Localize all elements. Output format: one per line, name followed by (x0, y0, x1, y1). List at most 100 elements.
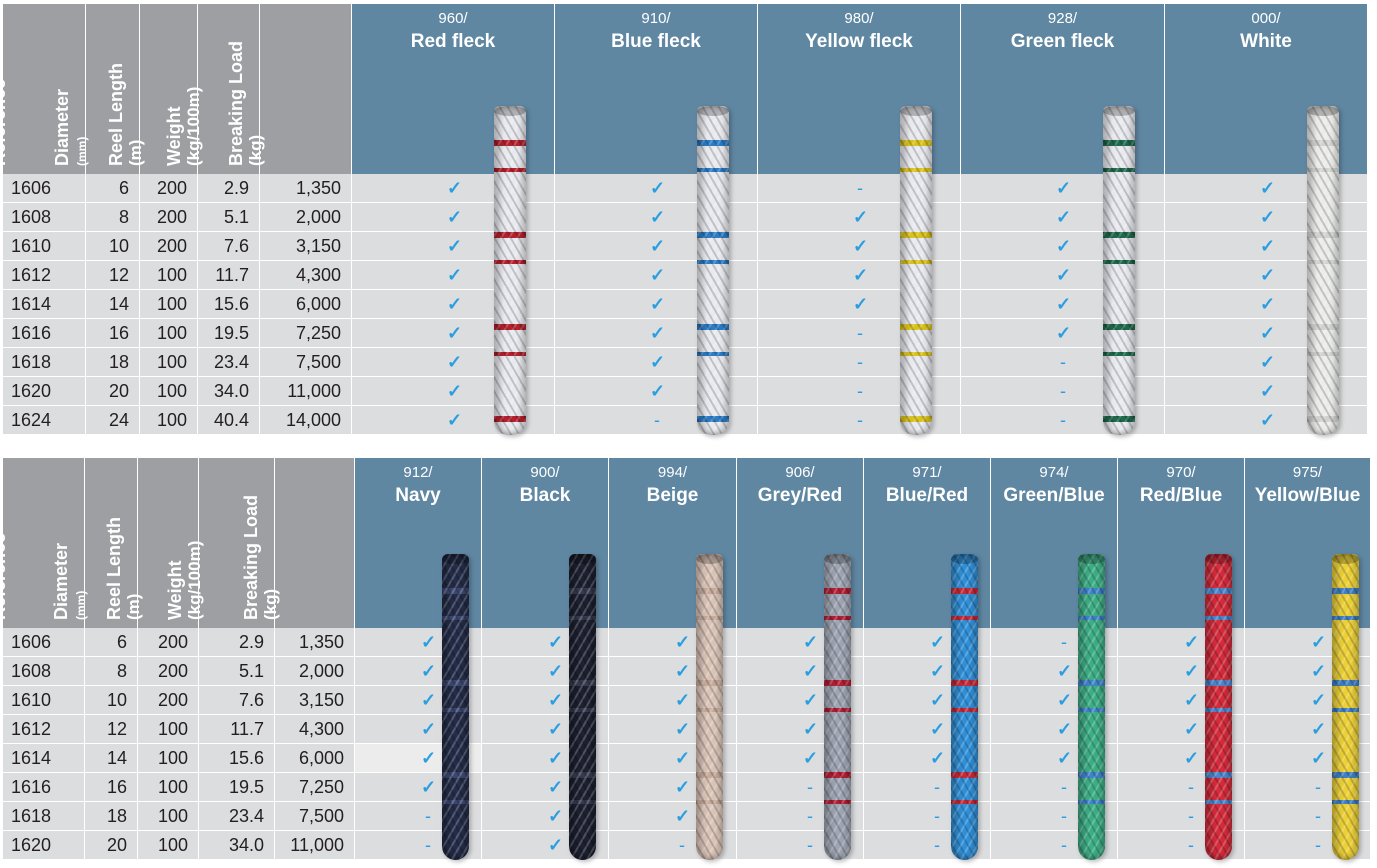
check-icon: ✓ (1184, 748, 1200, 768)
check-icon: ✓ (650, 352, 666, 372)
cell-weight: 5.1 (199, 657, 275, 685)
cell-load: 2,000 (260, 203, 352, 231)
cell-load: 3,150 (275, 686, 355, 714)
cell-diameter: 14 (85, 744, 138, 772)
color-name: White (1240, 31, 1292, 52)
color-code: 970/ (1166, 464, 1196, 481)
cell-ref: 1606 (3, 174, 86, 202)
table-header: Reference Diameter (mm) Reel Length (m) Weigh… (0, 4, 1368, 174)
table-body: 1606 6 200 2.9 1,350 ✓ ✓ - ✓ ✓ 1608 8 200 5.1 2,000 ✓ ✓ ✓… (3, 174, 1368, 435)
check-icon: ✓ (675, 719, 691, 739)
cell-diameter: 8 (85, 657, 138, 685)
header-reel-length: Reel Length (m) (104, 458, 199, 628)
cell-diameter: 6 (86, 174, 140, 202)
check-icon: ✓ (1311, 661, 1327, 681)
unavailable-dash: - (934, 777, 940, 797)
header-weight-unit: (kg/100m) (184, 86, 203, 166)
cell-reel: 100 (138, 744, 199, 772)
cell-ref: 1616 (3, 773, 85, 801)
header-reel-length-text: Reel Length (106, 62, 126, 166)
header-reference-label: Reference (0, 533, 9, 620)
cell-weight: 7.6 (198, 232, 260, 260)
header-reel-length-unit: (m) (124, 593, 143, 620)
check-icon: ✓ (421, 719, 437, 739)
color-code: 974/ (1039, 464, 1069, 481)
color-name: Green/Blue (1003, 485, 1105, 506)
rope-image-grey-red (824, 554, 851, 860)
color-code: 971/ (912, 464, 942, 481)
check-icon: ✓ (930, 748, 946, 768)
check-icon: ✓ (548, 777, 564, 797)
table-row: 1612 12 100 11.7 4,300 ✓ ✓ ✓ ✓ ✓ (3, 261, 1368, 290)
check-icon: ✓ (853, 294, 869, 314)
unavailable-dash: - (1315, 806, 1321, 826)
cell-diameter: 24 (86, 406, 140, 434)
unavailable-dash: - (1188, 806, 1194, 826)
cell-load: 2,000 (275, 657, 355, 685)
color-name: Green fleck (1010, 31, 1115, 52)
check-icon: ✓ (548, 806, 564, 826)
cell-diameter: 18 (86, 348, 140, 376)
cell-load: 11,000 (260, 377, 352, 405)
check-icon: ✓ (675, 661, 691, 681)
cell-diameter: 20 (85, 831, 138, 859)
cell-diameter: 10 (86, 232, 140, 260)
color-name: Yellow/Blue (1254, 485, 1361, 506)
cell-reel: 200 (138, 628, 199, 656)
header-reference-text: Reference (0, 532, 9, 620)
unavailable-dash: - (934, 835, 940, 855)
cell-reel: 100 (140, 348, 198, 376)
cell-weight: 15.6 (199, 744, 275, 772)
table-row: 1616 16 100 19.5 7,250 ✓ ✓ - ✓ ✓ (3, 319, 1368, 348)
header-reference-text: Reference (0, 78, 9, 166)
header-diameter-label: Diameter (mm) (51, 543, 91, 620)
check-icon: ✓ (1311, 748, 1327, 768)
table-row: 1614 14 100 15.6 6,000 ✓ ✓ ✓ ✓ ✓ (3, 290, 1368, 319)
header-weight-label: Weight (kg/100m) (164, 87, 204, 166)
check-icon: ✓ (930, 719, 946, 739)
cell-weight: 5.1 (198, 203, 260, 231)
table-row: 1606 6 200 2.9 1,350 ✓ ✓ - ✓ ✓ (3, 174, 1368, 203)
header-diameter-unit: (mm) (74, 590, 88, 620)
unavailable-dash: - (807, 777, 813, 797)
check-icon: ✓ (930, 661, 946, 681)
cell-reel: 100 (140, 319, 198, 347)
cell-weight: 11.7 (199, 715, 275, 743)
rope-image-yellow-blue (1332, 554, 1359, 860)
cell-load: 7,250 (260, 319, 352, 347)
unavailable-dash: - (654, 410, 660, 430)
table-row: 1610 10 200 7.6 3,150 ✓ ✓ ✓ ✓ ✓ (3, 232, 1368, 261)
color-code: 994/ (657, 464, 688, 481)
cell-reel: 200 (138, 657, 199, 685)
check-icon: ✓ (1260, 236, 1276, 256)
cell-load: 7,250 (275, 773, 355, 801)
cell-weight: 23.4 (198, 348, 260, 376)
header-breaking-load-text: Breaking Load (241, 494, 261, 620)
check-icon: ✓ (803, 690, 819, 710)
unavailable-dash: - (1060, 410, 1066, 430)
cell-weight: 2.9 (199, 628, 275, 656)
check-icon: ✓ (447, 410, 463, 430)
check-icon: ✓ (447, 207, 463, 227)
header-reel-length-text: Reel Length (104, 516, 124, 620)
check-icon: ✓ (650, 323, 666, 343)
header-diameter-unit: (mm) (75, 136, 89, 166)
check-icon: ✓ (803, 661, 819, 681)
rope-image-green-fleck (1103, 106, 1135, 435)
cell-ref: 1616 (3, 319, 86, 347)
check-icon: ✓ (1056, 207, 1072, 227)
cell-load: 7,500 (260, 348, 352, 376)
cell-weight: 2.9 (198, 174, 260, 202)
rope-image-blue-red (951, 554, 978, 860)
header-diameter-label: Diameter (mm) (52, 89, 92, 166)
check-icon: ✓ (930, 690, 946, 710)
table-row: 1606 6 200 2.9 1,350 ✓ ✓ ✓ ✓ ✓ - ✓ ✓ (3, 628, 1371, 657)
cell-ref: 1612 (3, 261, 86, 289)
check-icon: ✓ (675, 632, 691, 652)
check-icon: ✓ (1260, 323, 1276, 343)
color-code: 928/ (1047, 10, 1078, 27)
cell-load: 6,000 (275, 744, 355, 772)
check-icon: ✓ (1184, 690, 1200, 710)
cell-diameter: 18 (85, 802, 138, 830)
unavailable-dash: - (857, 410, 863, 430)
